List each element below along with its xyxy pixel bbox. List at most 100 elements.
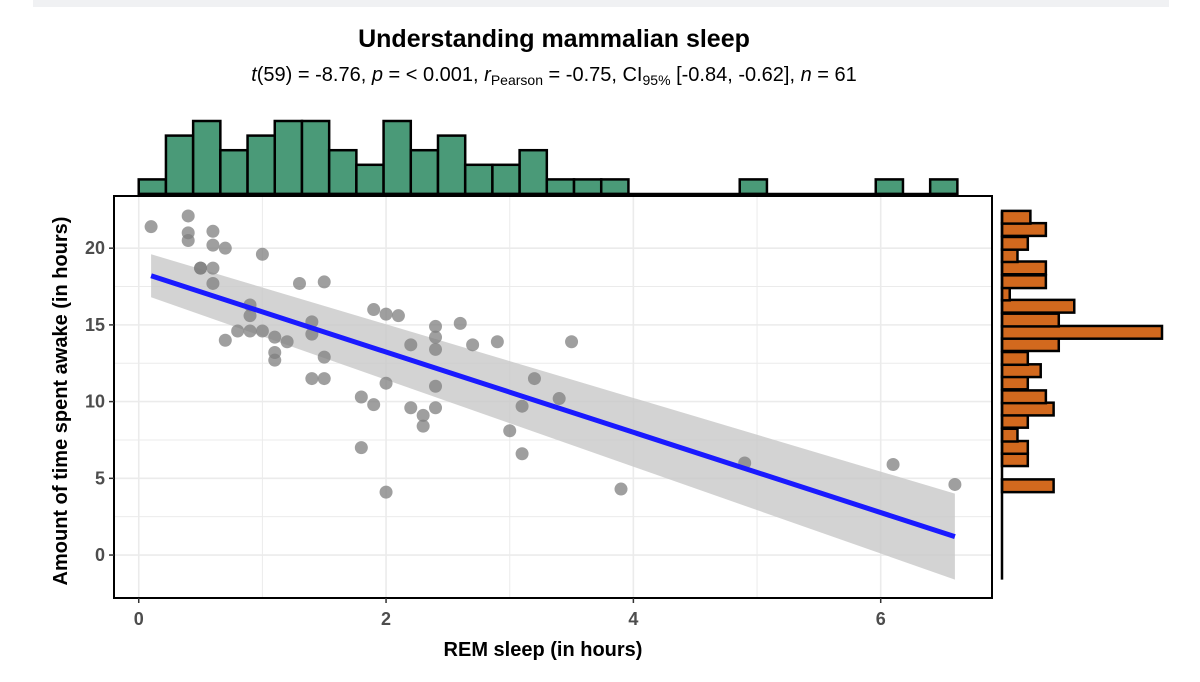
data-point: [429, 330, 443, 344]
data-point: [379, 485, 393, 499]
data-point: [218, 241, 232, 255]
data-point: [429, 379, 443, 393]
x-histogram-bar: [273, 119, 304, 196]
ci-subscript: 95%: [642, 72, 671, 88]
data-point: [886, 458, 900, 472]
y-histogram-bar: [1000, 389, 1048, 405]
y-histogram-bar: [1000, 413, 1030, 429]
data-point: [453, 316, 467, 330]
data-point: [243, 309, 257, 323]
y-histogram-bar: [1000, 350, 1030, 367]
data-point: [144, 220, 158, 234]
data-point: [317, 350, 331, 364]
n-symbol: n: [800, 64, 812, 86]
data-point: [379, 307, 393, 321]
y-histogram-bar: [1000, 209, 1032, 225]
x-histogram-bar: [518, 148, 549, 196]
y-histogram-bar: [1000, 439, 1030, 456]
y-histogram-bar: [1000, 363, 1042, 379]
data-point: [527, 372, 541, 386]
scatter-points: [144, 209, 962, 499]
data-point: [416, 408, 430, 422]
data-point: [367, 303, 381, 317]
p-symbol: p: [371, 64, 383, 86]
data-point: [243, 324, 257, 338]
x-axis-label: REM sleep (in hours): [444, 639, 643, 661]
y-histogram-bar: [1000, 221, 1048, 238]
data-point: [218, 333, 232, 347]
x-histogram-bar: [463, 163, 494, 196]
data-point: [181, 209, 195, 223]
data-point: [206, 224, 220, 238]
y-marginal-histogram: [1000, 209, 1164, 580]
y-histogram-bar: [1000, 401, 1055, 417]
x-histogram-bar: [545, 178, 576, 196]
y-histogram-bar: [1000, 235, 1030, 251]
data-point: [354, 390, 368, 404]
data-point: [181, 233, 195, 247]
data-point: [268, 353, 282, 367]
chart-title: Understanding mammalian sleep: [358, 25, 750, 53]
data-point: [194, 261, 208, 275]
data-point: [379, 376, 393, 390]
x-histogram-bar: [491, 163, 521, 196]
x-histogram-bar: [874, 178, 905, 196]
degrees-of-freedom: (59): [256, 64, 293, 86]
y-histogram-bar: [1000, 260, 1048, 276]
data-point: [292, 276, 306, 290]
y-axis-ticks: 0 5 10 15 20: [85, 238, 114, 565]
y-histogram-bar: [1000, 336, 1061, 353]
x-marginal-histogram: [137, 119, 959, 196]
x-axis-ticks: 0 2 4 6: [134, 598, 886, 629]
data-point: [317, 275, 331, 289]
regression-line: [150, 273, 956, 540]
x-histogram-bar: [219, 148, 249, 196]
data-point: [515, 399, 529, 413]
y-histogram-bar: [1000, 375, 1030, 391]
data-point: [416, 419, 430, 433]
data-point: [466, 338, 480, 352]
data-point: [206, 238, 220, 252]
n-value: = 61: [811, 64, 857, 86]
data-point: [429, 342, 443, 356]
x-histogram-bar: [355, 163, 385, 196]
data-point: [255, 247, 269, 261]
data-point: [552, 392, 566, 406]
stats-subtitle: t(59) = -8.76, p = < 0.001, rPearson = -…: [0, 64, 1108, 88]
t-symbol: t: [251, 64, 257, 86]
data-point: [231, 324, 245, 338]
r-subscript: Pearson: [490, 72, 543, 88]
x-histogram-bar: [191, 119, 222, 196]
ci-value: [-0.84, -0.62],: [670, 64, 801, 86]
t-value: = -8.76,: [292, 64, 372, 86]
x-histogram-bar: [599, 178, 630, 196]
data-point: [565, 335, 579, 349]
x-histogram-bar: [382, 119, 413, 196]
y-histogram-bar: [1000, 427, 1019, 443]
data-point: [305, 372, 319, 386]
data-point: [429, 319, 443, 333]
data-point: [429, 401, 443, 415]
y-tick-label: 0: [95, 545, 105, 565]
x-histogram-bar: [300, 119, 331, 196]
data-point: [404, 338, 418, 352]
confidence-band: [151, 254, 955, 580]
x-histogram-bar: [246, 134, 277, 196]
y-histogram-bar: [1000, 312, 1061, 328]
x-histogram-bar: [738, 178, 769, 196]
p-value: = < 0.001,: [382, 64, 485, 86]
y-histogram-bar: [1000, 298, 1076, 314]
x-histogram-bar: [137, 178, 168, 196]
data-point: [367, 398, 381, 412]
data-point: [614, 482, 628, 496]
data-point: [391, 309, 405, 323]
data-point: [948, 477, 962, 491]
data-point: [317, 372, 331, 386]
x-tick-label: 6: [876, 609, 886, 629]
y-tick-label: 15: [85, 315, 105, 335]
y-tick-label: 20: [85, 238, 105, 258]
y-histogram-bar: [1000, 324, 1164, 340]
data-point: [404, 401, 418, 415]
x-histogram-bar: [164, 134, 195, 196]
